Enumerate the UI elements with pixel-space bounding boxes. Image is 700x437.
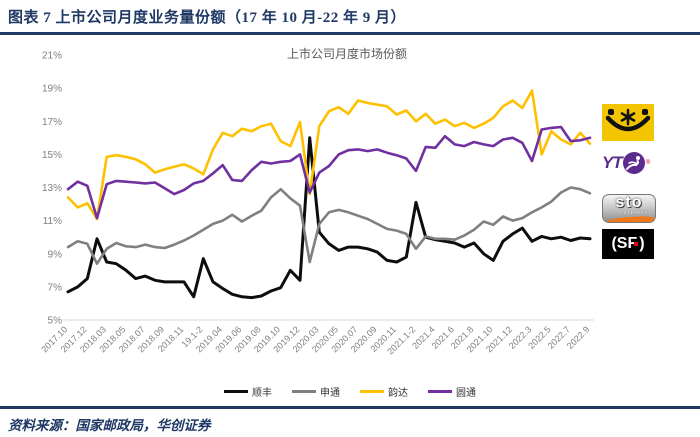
courier-logos: YT ® sto express (SF)	[602, 104, 658, 259]
legend-item-sf: 顺丰	[224, 384, 272, 399]
line-yto	[66, 125, 592, 220]
chart-title: 上市公司月度市场份额	[286, 47, 407, 61]
y-tick-label: 19%	[42, 84, 62, 95]
y-tick-label: 17%	[42, 117, 62, 128]
sf-letters: (SF)	[611, 235, 645, 252]
legend-swatch-yunda	[360, 389, 384, 393]
sto-swoosh	[603, 214, 655, 222]
y-tick-label: 5%	[48, 316, 63, 327]
legend-swatch-sto	[292, 389, 316, 393]
legend-label-sto: 申通	[320, 387, 340, 399]
y-tick-label: 9%	[48, 249, 63, 260]
yto-registered-mark: ®	[645, 160, 651, 166]
figure-title: 图表 7 上市公司月度业务量份额（17 年 10 月-22 年 9 月）	[8, 10, 406, 26]
yto-letters: YT	[602, 153, 623, 172]
sf-logo-icon: (SF)	[602, 229, 654, 259]
smiley-left-eye	[608, 109, 614, 115]
market-share-chart: 21%19%17%15%13%11%9%7%5%2017.102017.1220…	[39, 51, 594, 357]
smiley-mouth	[605, 115, 651, 132]
legend-label-yto: 圆通	[456, 387, 476, 399]
yunda-smiley-icon	[602, 104, 654, 141]
figure-header: 图表 7 上市公司月度业务量份额（17 年 10 月-22 年 9 月）	[0, 0, 700, 35]
line-sf	[66, 136, 592, 300]
smiley-asterisk	[620, 108, 636, 126]
source-note: 资料来源：国家邮政局，华创证券	[8, 418, 211, 433]
sto-letters: sto	[615, 194, 643, 211]
figure-footer: 资料来源：国家邮政局，华创证券	[0, 406, 700, 435]
legend-swatch-sf	[224, 389, 248, 393]
sf-red-dot	[634, 241, 639, 246]
legend-item-sto: 申通	[292, 384, 340, 399]
chart-area: 上市公司月度市场份额 21% 19% 17% 15% 13% 11% 9% 7% 5% 2017.…	[0, 35, 700, 381]
line-yunda	[66, 89, 592, 221]
chart-legend: 顺丰 申通 韵达 圆通	[0, 384, 700, 399]
legend-item-yto: 圆通	[428, 384, 476, 399]
legend-item-yunda: 韵达	[360, 384, 408, 399]
y-tick-label: 7%	[48, 282, 63, 293]
legend-swatch-yto	[428, 389, 452, 393]
smiley-right-eye	[642, 109, 648, 115]
yto-logo-icon: YT ®	[602, 149, 654, 177]
y-tick-label: 15%	[42, 150, 62, 161]
legend-label-yunda: 韵达	[388, 387, 408, 399]
yunda-logo-icon	[602, 104, 654, 141]
legend-label-sf: 顺丰	[252, 387, 272, 399]
y-tick-label: 21%	[42, 51, 62, 62]
yto-runner-icon	[622, 152, 645, 174]
sto-logo-icon: sto express	[602, 194, 656, 223]
sto-express-label: express	[623, 210, 648, 216]
line-sto	[66, 186, 592, 266]
y-tick-label: 13%	[42, 183, 62, 194]
y-tick-label: 11%	[43, 216, 62, 227]
